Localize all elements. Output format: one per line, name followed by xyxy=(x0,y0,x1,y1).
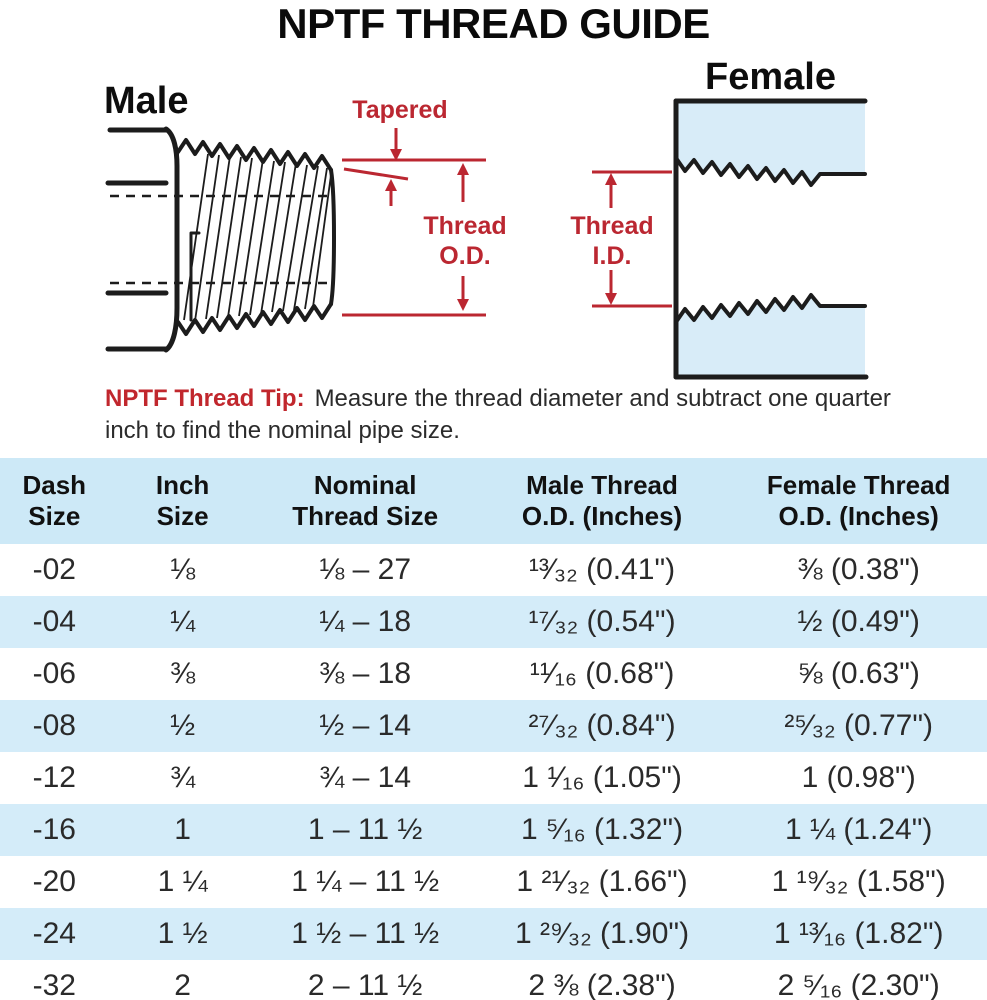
table-row: -06 ⅜ ⅜ – 18 ¹¹⁄₁₆ (0.68") ⅝ (0.63") xyxy=(0,648,987,700)
table-cell: -20 xyxy=(32,865,76,898)
table-row: -32 2 2 – 11 ½ 2 ⅜ (2.38") 2 ⁵⁄₁₆ (2.30") xyxy=(0,960,987,1000)
table-cell: 1 ²¹⁄₃₂ (1.66") xyxy=(516,865,688,898)
table-cell: -02 xyxy=(32,553,76,586)
table-cell: ⅛ xyxy=(170,553,196,586)
tapered-label: Tapered xyxy=(352,96,448,124)
table-cell: ¾ xyxy=(170,761,196,794)
table-cell: ⅜ – 18 xyxy=(319,657,412,690)
male-centerline-dashed xyxy=(110,194,330,285)
table-cell: -12 xyxy=(32,761,76,794)
page-title: NPTF THREAD GUIDE xyxy=(277,0,710,47)
female-outline xyxy=(673,98,869,380)
column-header: Dash Size xyxy=(0,458,109,544)
table-cell: ½ xyxy=(108,700,257,752)
table-body: -02 ⅛ ⅛ – 27 ¹³⁄₃₂ (0.41") ⅜ (0.38") -04 ¼ ¼ – … xyxy=(0,544,987,1000)
table-cell: -08 xyxy=(0,700,109,752)
table-cell: ¾ – 14 xyxy=(319,761,412,794)
male-thread-outline xyxy=(175,138,336,336)
male-fitting-drawing xyxy=(105,126,336,353)
table-cell: 1 ½ xyxy=(108,908,257,960)
column-header: Female Thread O.D. (Inches) xyxy=(730,458,987,544)
column-header: Nominal Thread Size xyxy=(256,458,474,544)
table-header-row: Dash Size Inch Size Nominal Thread Size Mal… xyxy=(0,458,987,544)
table-cell: ½ – 14 xyxy=(256,700,474,752)
thread-tip: NPTF Thread Tip: Measure the thread diame… xyxy=(105,383,897,448)
table-cell: 2 xyxy=(174,969,191,1000)
table-row: -02 ⅛ ⅛ – 27 ¹³⁄₃₂ (0.41") ⅜ (0.38") xyxy=(0,544,987,596)
table-cell: -24 xyxy=(0,908,109,960)
dimension-annotations xyxy=(342,128,672,317)
table-cell: ¹¹⁄₁₆ (0.68") xyxy=(529,657,675,690)
table-cell: 1 ¹⁄₁₆ (1.05") xyxy=(522,761,682,794)
male-thread-hatching xyxy=(183,153,332,322)
column-header: Inch Size xyxy=(108,458,257,544)
table-row: -08 ½ ½ – 14 ²⁷⁄₃₂ (0.84") ²⁵⁄₃₂ (0.77") xyxy=(0,700,987,752)
column-header: Male Thread O.D. (Inches) xyxy=(473,458,731,544)
female-body-top xyxy=(676,101,865,185)
male-label: Male xyxy=(104,80,189,122)
table-cell: ¼ xyxy=(108,596,257,648)
table-cell: 1 (0.98") xyxy=(801,761,916,794)
table-cell: 1 – 11 ½ xyxy=(256,804,474,856)
table-cell: ⅜ xyxy=(170,657,196,690)
thread-tip-label: NPTF Thread Tip: xyxy=(105,385,305,412)
table-cell: -32 xyxy=(32,969,76,1000)
table-cell: 1 ¼ xyxy=(157,865,208,898)
table-row: -04 ¼ ¼ – 18 ¹⁷⁄₃₂ (0.54") ½ (0.49") xyxy=(0,596,987,648)
table-cell: ²⁵⁄₃₂ (0.77") xyxy=(730,700,987,752)
table-cell: 1 xyxy=(108,804,257,856)
table-cell: -04 xyxy=(0,596,109,648)
table-cell: 1 ¹³⁄₁₆ (1.82") xyxy=(730,908,987,960)
table-cell: 1 ¼ (1.24") xyxy=(730,804,987,856)
female-thread-zigzag xyxy=(674,156,867,324)
table-cell: 1 ²⁹⁄₃₂ (1.90") xyxy=(473,908,731,960)
thread-size-table: Dash Size Inch Size Nominal Thread Size Mal… xyxy=(0,458,987,1000)
table-row: -20 1 ¼ 1 ¼ – 11 ½ 1 ²¹⁄₃₂ (1.66") 1 ¹⁹⁄₃₂ (… xyxy=(0,856,987,908)
thread-od-label: Thread O.D. xyxy=(423,212,507,270)
table-cell: ¹³⁄₃₂ (0.41") xyxy=(528,553,676,586)
thread-tip-text: Measure the thread diameter and subtract… xyxy=(105,385,891,445)
table-cell: ½ (0.49") xyxy=(730,596,987,648)
table-cell: ⅛ – 27 xyxy=(319,553,412,586)
male-pipe-outline xyxy=(105,126,180,353)
table-cell: -16 xyxy=(0,804,109,856)
table-cell: ⅜ (0.38") xyxy=(797,553,920,586)
table-cell: 1 ½ – 11 ½ xyxy=(256,908,474,960)
table-cell: ¼ – 18 xyxy=(256,596,474,648)
table-cell: 2 – 11 ½ xyxy=(307,969,423,1000)
female-fitting-drawing xyxy=(673,98,869,380)
table-cell: 1 ¼ – 11 ½ xyxy=(291,865,440,898)
female-body-bottom xyxy=(676,295,865,377)
tapered-dimension xyxy=(342,128,486,206)
thread-id-dimension xyxy=(592,170,672,308)
thread-diagram xyxy=(105,98,869,380)
thread-id-label: Thread I.D. xyxy=(570,212,654,270)
table-cell: 1 ¹⁹⁄₃₂ (1.58") xyxy=(771,865,946,898)
table-cell: 2 ⁵⁄₁₆ (2.30") xyxy=(777,969,940,1000)
table-cell: ⅝ (0.63") xyxy=(797,657,920,690)
female-label: Female xyxy=(705,56,836,98)
table-cell: -06 xyxy=(32,657,76,690)
thread-od-dimension xyxy=(342,163,486,317)
table-cell: 1 ⁵⁄₁₆ (1.32") xyxy=(473,804,731,856)
table-cell: 2 ⅜ (2.38") xyxy=(528,969,676,1000)
table-cell: ²⁷⁄₃₂ (0.84") xyxy=(473,700,731,752)
table-row: -12 ¾ ¾ – 14 1 ¹⁄₁₆ (1.05") 1 (0.98") xyxy=(0,752,987,804)
table-cell: ¹⁷⁄₃₂ (0.54") xyxy=(473,596,731,648)
